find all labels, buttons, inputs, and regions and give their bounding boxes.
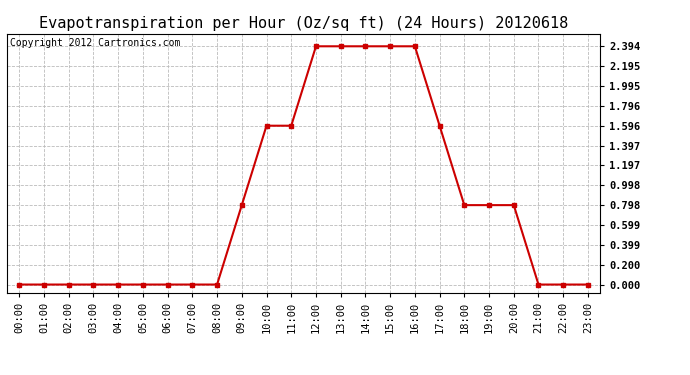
Title: Evapotranspiration per Hour (Oz/sq ft) (24 Hours) 20120618: Evapotranspiration per Hour (Oz/sq ft) (… [39,16,569,31]
Text: Copyright 2012 Cartronics.com: Copyright 2012 Cartronics.com [10,38,180,48]
